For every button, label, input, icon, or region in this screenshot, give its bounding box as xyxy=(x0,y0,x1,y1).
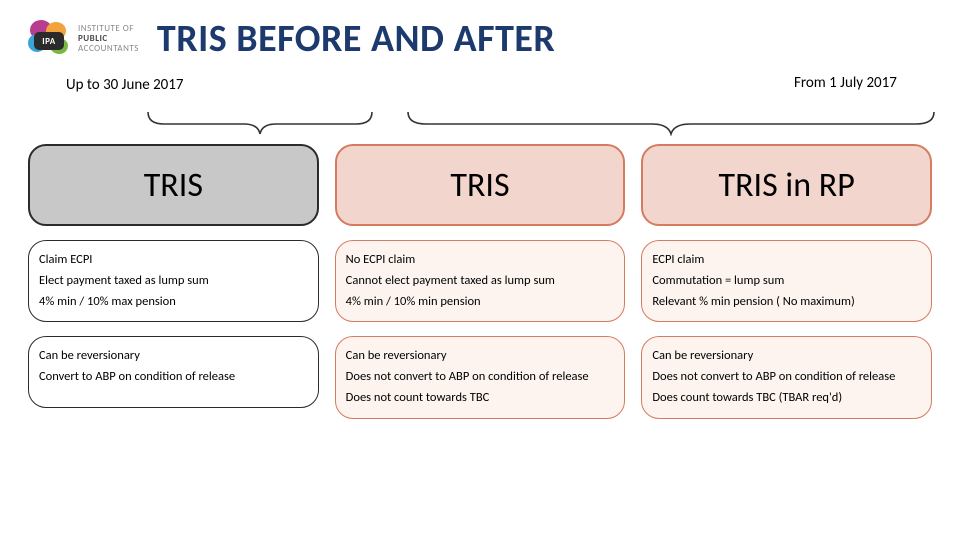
column-1-group-1: Can be reversionary Does not convert to … xyxy=(335,336,626,418)
column-1-group-0: No ECPI claim Cannot elect payment taxed… xyxy=(335,240,626,322)
logo-chip: IPA xyxy=(34,32,64,50)
column-0-header: TRIS xyxy=(28,144,319,226)
column-2-group-1-line-2: Does count towards TBC (TBAR req'd) xyxy=(652,389,921,408)
column-1-group-1-line-1: Does not convert to ABP on condition of … xyxy=(346,368,615,387)
column-2: TRIS in RP ECPI claim Commutation = lump… xyxy=(641,144,932,419)
column-2-group-0-line-1: Commutation = lump sum xyxy=(652,272,921,291)
logo: IPA INSTITUTE OF PUBLIC ACCOUNTANTS xyxy=(28,20,139,58)
period-row: Up to 30 June 2017 From 1 July 2017 xyxy=(30,76,930,136)
column-0-group-0-line-0: Claim ECPI xyxy=(39,251,308,270)
column-0-group-1-line-1: Convert to ABP on condition of release xyxy=(39,368,308,387)
period-label-left: Up to 30 June 2017 xyxy=(66,76,186,94)
column-2-group-1-line-0: Can be reversionary xyxy=(652,347,921,366)
page-title: TRIS BEFORE AND AFTER xyxy=(157,16,555,62)
column-1-group-0-line-2: 4% min / 10% min pension xyxy=(346,293,615,312)
column-2-group-0-line-0: ECPI claim xyxy=(652,251,921,270)
bracket-right-icon xyxy=(400,110,942,136)
column-1: TRIS No ECPI claim Cannot elect payment … xyxy=(335,144,626,419)
column-1-header-label: TRIS xyxy=(450,165,509,206)
slide-header: IPA INSTITUTE OF PUBLIC ACCOUNTANTS TRIS… xyxy=(28,16,932,62)
logo-chip-label: IPA xyxy=(42,36,56,47)
column-1-group-0-line-1: Cannot elect payment taxed as lump sum xyxy=(346,272,615,291)
columns: TRIS Claim ECPI Elect payment taxed as l… xyxy=(28,144,932,419)
slide: IPA INSTITUTE OF PUBLIC ACCOUNTANTS TRIS… xyxy=(0,0,960,540)
column-2-group-1-line-1: Does not convert to ABP on condition of … xyxy=(652,368,921,387)
column-1-group-0-line-0: No ECPI claim xyxy=(346,251,615,270)
logo-badge: IPA xyxy=(28,20,72,58)
column-1-group-1-line-2: Does not count towards TBC xyxy=(346,389,615,408)
column-0-group-0-line-2: 4% min / 10% max pension xyxy=(39,293,308,312)
column-0-group-1-line-0: Can be reversionary xyxy=(39,347,308,366)
column-2-group-0-line-2: Relevant % min pension ( No maximum) xyxy=(652,293,921,312)
column-1-group-1-line-0: Can be reversionary xyxy=(346,347,615,366)
brand-line-3: ACCOUNTANTS xyxy=(78,44,139,54)
bracket-left-icon xyxy=(140,110,380,136)
column-1-header: TRIS xyxy=(335,144,626,226)
brand-text: INSTITUTE OF PUBLIC ACCOUNTANTS xyxy=(78,24,139,54)
column-2-header: TRIS in RP xyxy=(641,144,932,226)
column-0-group-0-line-1: Elect payment taxed as lump sum xyxy=(39,272,308,291)
column-0-header-label: TRIS xyxy=(144,165,203,206)
column-2-group-0: ECPI claim Commutation = lump sum Releva… xyxy=(641,240,932,322)
column-2-header-label: TRIS in RP xyxy=(719,165,855,206)
column-0-group-1: Can be reversionary Convert to ABP on co… xyxy=(28,336,319,408)
column-0-group-0: Claim ECPI Elect payment taxed as lump s… xyxy=(28,240,319,322)
column-0: TRIS Claim ECPI Elect payment taxed as l… xyxy=(28,144,319,419)
period-label-right: From 1 July 2017 xyxy=(794,74,904,92)
column-2-group-1: Can be reversionary Does not convert to … xyxy=(641,336,932,418)
